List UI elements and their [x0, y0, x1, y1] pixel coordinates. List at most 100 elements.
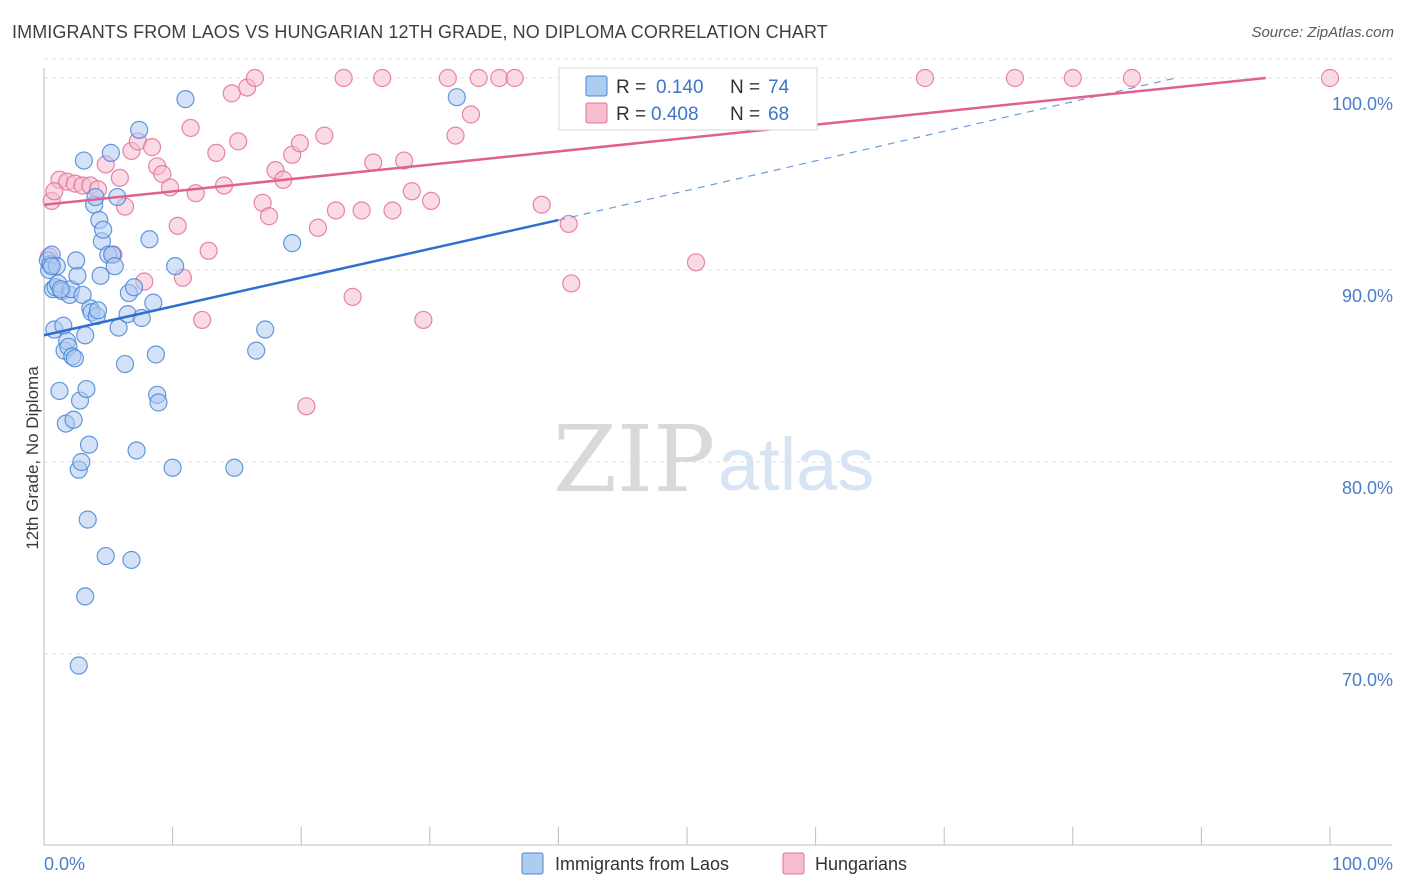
laos-point [124, 278, 144, 297]
hungarians-point [1320, 68, 1340, 88]
laos-point [176, 90, 195, 109]
laos-point [140, 230, 159, 249]
hungarians-point [229, 132, 248, 151]
laos-point [64, 410, 83, 429]
hungarians-point [1005, 68, 1025, 88]
hungarians-trend-line [43, 76, 1266, 206]
grid-lines [44, 58, 1392, 655]
hungarians-point [207, 143, 226, 162]
source-label: Source: ZipAtlas.com [1251, 24, 1394, 41]
legend-r-label-laos: R = [616, 77, 646, 98]
hungarians-point [469, 68, 488, 88]
hungarians-point [315, 126, 334, 145]
laos-trend-extension [558, 77, 1176, 221]
laos-point [68, 266, 87, 285]
chart-title: IMMIGRANTS FROM LAOS VS HUNGARIAN 12TH G… [12, 22, 828, 42]
laos-point [130, 120, 149, 139]
hungarians-point [193, 310, 212, 330]
bottom-legend-label-hungarians: Hungarians [815, 854, 907, 874]
laos-point [76, 326, 95, 345]
hungarians-point [222, 84, 241, 103]
hungarians-point [373, 68, 392, 88]
laos-point [101, 143, 120, 162]
hungarians-point [168, 216, 187, 235]
hungarians-point [308, 218, 328, 237]
bottom-legend: Immigrants from Laos Hungarians [521, 852, 907, 875]
legend-n-label-laos: N = [730, 77, 760, 98]
hungarians-point [559, 214, 578, 234]
hungarians-point [334, 68, 353, 88]
legend-swatch-hungarians [585, 102, 608, 124]
x-tick-labels: 0.0% 100.0% [44, 854, 1393, 874]
laos-point [256, 320, 275, 339]
laos-point [76, 587, 95, 606]
laos-trend-line [43, 218, 559, 337]
hungarians-point [562, 274, 581, 293]
hungarians-point [1122, 68, 1142, 88]
hungarians-point [461, 105, 481, 124]
hungarians-point [421, 191, 441, 210]
y-tick-label: 70.0% [1342, 670, 1393, 690]
y-tick-labels: 70.0% 80.0% 90.0% 100.0% [1332, 94, 1393, 690]
series-laos-points [38, 88, 466, 675]
legend-r-value-hungarians: 0.408 [651, 104, 699, 125]
hungarians-point [490, 68, 509, 88]
laos-point [67, 251, 86, 270]
laos-point [69, 656, 88, 675]
laos-point [78, 510, 97, 529]
laos-point [72, 452, 91, 472]
y-axis-title: 12th Grade, No Diploma [23, 366, 42, 550]
laos-point [42, 257, 61, 276]
hungarians-point [259, 207, 279, 226]
x-tick-label: 0.0% [44, 854, 85, 874]
legend-n-value-laos: 74 [768, 77, 790, 98]
hungarians-point [199, 241, 218, 260]
legend-n-value-hungarians: 68 [768, 104, 789, 125]
laos-point [77, 379, 96, 399]
hungarians-point [1063, 68, 1082, 88]
legend-box: R = 0.140 N = 74 R = 0.408 N = 68 [558, 67, 818, 131]
laos-point [94, 220, 113, 239]
hungarians-point [915, 68, 935, 88]
watermark-atlas: atlas [718, 423, 874, 506]
legend-r-value-laos: 0.140 [656, 77, 704, 98]
laos-point [225, 458, 244, 477]
legend-swatch-laos [585, 75, 608, 97]
laos-point [146, 345, 165, 364]
laos-point [96, 546, 115, 566]
laos-point [91, 266, 110, 285]
laos-point [105, 257, 124, 276]
legend-r-label-hungarians: R = [616, 104, 646, 125]
hungarians-point [532, 195, 551, 214]
hungarians-point [438, 68, 457, 88]
laos-point [88, 301, 108, 320]
hungarians-point [153, 164, 172, 184]
watermark: ZIP atlas [553, 406, 874, 513]
laos-point [163, 458, 182, 477]
legend-n-label-hungarians: N = [730, 104, 760, 125]
hungarians-point [414, 310, 433, 330]
bottom-legend-label-laos: Immigrants from Laos [555, 854, 729, 874]
hungarians-point [110, 168, 129, 187]
hungarians-point [45, 182, 64, 201]
y-tick-label: 80.0% [1342, 478, 1393, 498]
hungarians-point [326, 201, 346, 220]
laos-point [79, 435, 99, 454]
hungarians-point [142, 138, 162, 157]
hungarians-point [297, 397, 316, 416]
hungarians-point [352, 201, 371, 220]
hungarians-point [402, 182, 421, 201]
laos-point [166, 257, 185, 276]
hungarians-point [245, 68, 265, 88]
laos-point [65, 349, 84, 368]
y-tick-label: 90.0% [1342, 286, 1393, 306]
laos-point [122, 550, 141, 570]
hungarians-point [181, 118, 200, 138]
hungarians-point [394, 151, 414, 170]
laos-point [283, 234, 302, 253]
laos-point [447, 88, 466, 107]
trend-lines [43, 76, 1266, 337]
hungarians-point [383, 201, 402, 220]
laos-point [50, 381, 69, 401]
